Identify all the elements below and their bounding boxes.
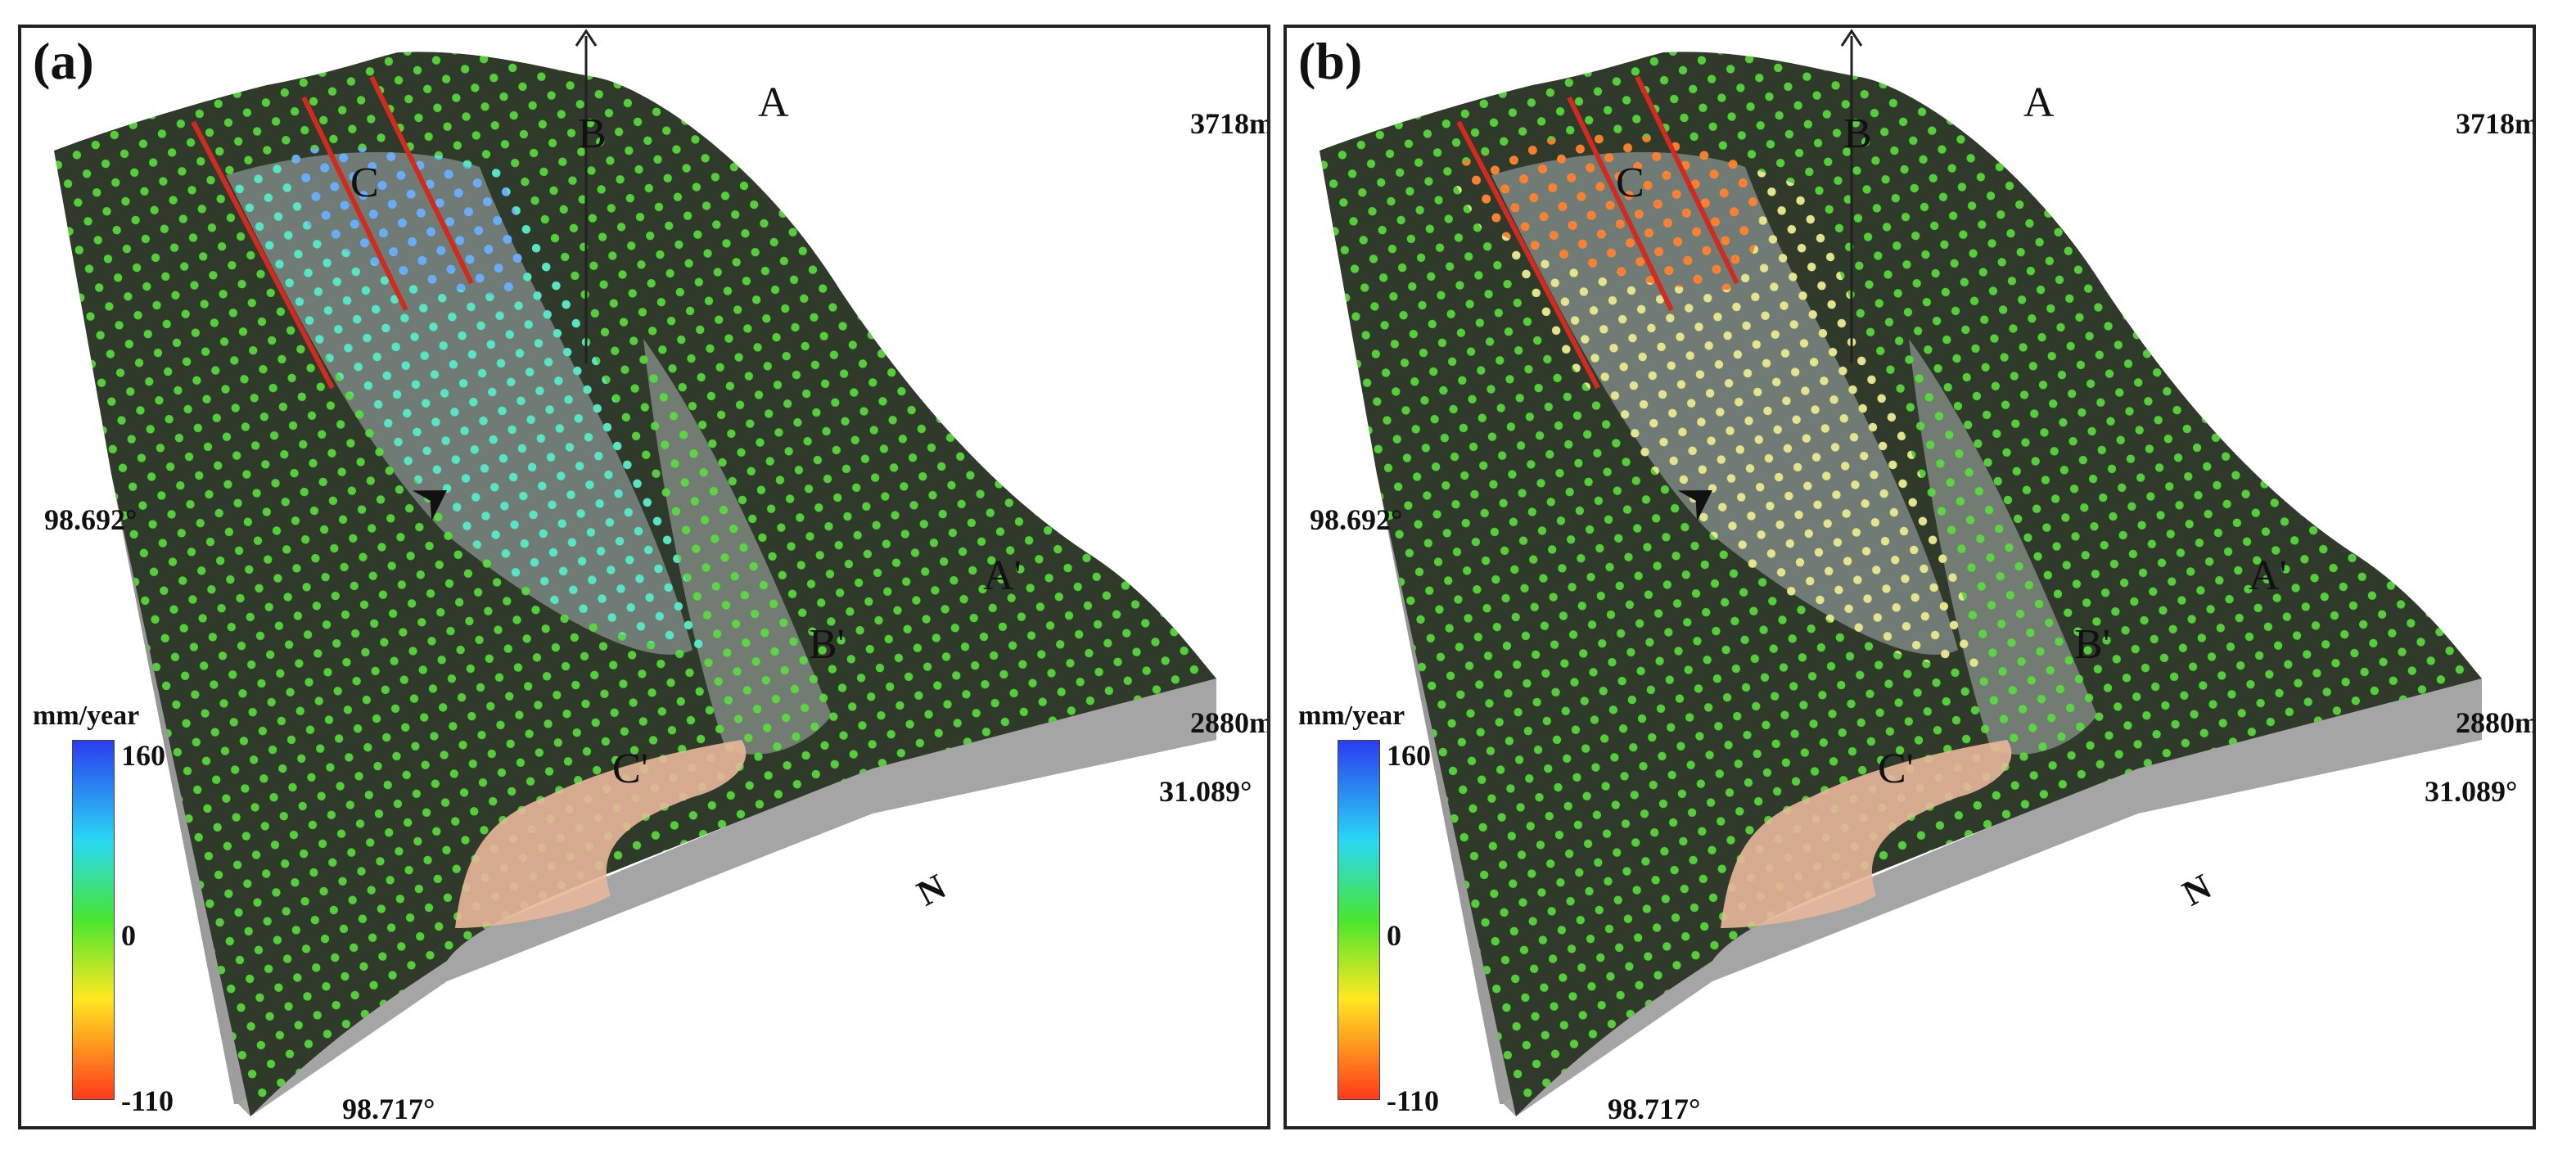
profile-label-b-start: B (578, 110, 607, 157)
profile-line-c (191, 120, 335, 390)
panel-a: (a) 3718m 2880m 31.089° 98.692° 98.717° … (18, 25, 1270, 1129)
latitude-right-label: 31.089° (1159, 775, 1252, 808)
latitude-right-label: 31.089° (2425, 775, 2518, 808)
north-arrow (412, 490, 447, 521)
colorbar (72, 740, 115, 1100)
elevation-axis-arrow (1840, 29, 1863, 47)
colorbar-unit: mm/year (1298, 701, 1405, 731)
terrain-scene-b (1320, 29, 2482, 1116)
profile-line-b (301, 96, 408, 312)
profile-label-b-end: B' (809, 621, 846, 668)
profile-label-c-start: C (1616, 160, 1644, 206)
panel-b: (b) 3718m 2880m 31.089° 98.692° 98.717° … (1283, 25, 2536, 1129)
profile-line-b (1567, 96, 1674, 312)
slide-deposit (1721, 740, 2012, 928)
ps-points-uplift-cyan (218, 151, 709, 650)
terrain-side-bottom (1504, 678, 2482, 1116)
slide-deposit (455, 740, 747, 928)
profile-label-b-end: B' (2074, 621, 2111, 668)
profile-label-a-start: A (2023, 79, 2055, 126)
longitude-upper-label: 98.692° (1310, 503, 1403, 536)
colorbar-unit: mm/year (33, 701, 140, 731)
terrain-scene-a (21, 29, 1216, 1126)
profile-label-b-start: B (1843, 110, 1872, 157)
north-arrow (1677, 490, 1712, 521)
latitude-lower-label: 31.075° (1752, 1120, 1844, 1126)
colorbar-mid: 0 (121, 919, 136, 952)
ps-points-subsidence-yellow (1450, 148, 1983, 667)
elevation-axis-arrow (575, 29, 598, 47)
colorbar-max: 160 (121, 739, 165, 772)
colorbar-min: -110 (121, 1084, 174, 1117)
longitude-lower-label: 98.717° (342, 1093, 435, 1125)
profile-label-c-end: C' (1878, 746, 1915, 792)
profile-line-c (1456, 120, 1600, 390)
colorbar-mid: 0 (1387, 919, 1401, 952)
longitude-upper-label: 98.692° (44, 503, 138, 536)
elevation-top-label: 3718m (1190, 107, 1270, 140)
latitude-lower-label: 31.075° (486, 1120, 579, 1126)
profile-label-a-end: A' (983, 552, 1022, 599)
elevation-bottom-label: 2880m (2456, 706, 2536, 739)
elevation-top-label: 3718m (2456, 107, 2536, 140)
longitude-lower-label: 98.717° (1608, 1093, 1701, 1125)
panel-label: (b) (1298, 32, 1363, 90)
profile-label-a-start: A (758, 79, 789, 126)
profile-label-c-end: C' (612, 746, 649, 792)
panel-label: (a) (33, 32, 94, 90)
colorbar-max: 160 (1387, 739, 1431, 772)
profile-line-a (369, 75, 474, 285)
profile-line-a (1635, 75, 1739, 285)
ps-points-uplift-blue (291, 147, 524, 298)
terrain-side-bottom (238, 678, 1216, 1116)
colorbar (1338, 740, 1380, 1100)
profile-label-a-end: A' (2249, 552, 2287, 599)
profile-label-c-start: C (350, 160, 379, 206)
colorbar-min: -110 (1387, 1084, 1440, 1117)
elevation-bottom-label: 2880m (1190, 706, 1270, 739)
